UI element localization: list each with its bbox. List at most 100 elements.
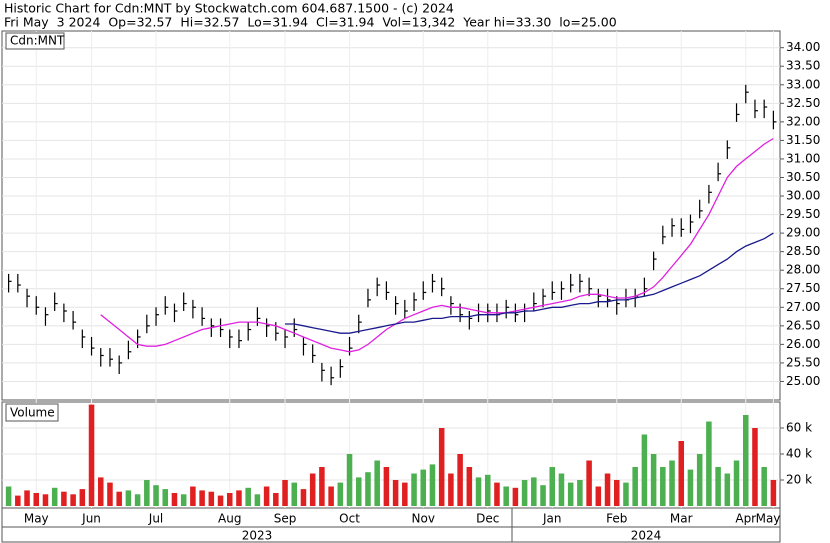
y-tick-label: 30.00 [786,189,820,203]
y-tick-label: 33.50 [786,59,820,73]
x-group-label: 2023 [242,529,273,543]
x-tick-label: Mar [670,512,693,526]
volume-bar [263,486,270,506]
x-tick-label: Feb [606,512,627,526]
volume-bar [70,494,76,506]
moving-average [285,232,774,334]
volume-bar [402,482,408,506]
volume-bar [226,493,233,506]
volume-bar [328,486,334,506]
volume-bar [33,493,40,506]
volume-bar [411,473,417,506]
volume-bar [88,404,95,506]
volume-bar [24,490,30,506]
volume-bar [79,489,86,506]
volume-bar [678,441,685,506]
symbol-box [5,32,65,50]
y-tick-label: 28.50 [786,244,820,258]
y-tick-label: 29.50 [786,207,820,221]
y-tick-label: 32.00 [786,114,820,128]
volume-bar [577,480,583,506]
volume-bar [632,467,638,506]
volume-bar [245,487,251,506]
volume-bar [254,494,261,506]
volume-bar [180,494,187,506]
volume-bar [171,493,178,506]
y-tick-label: 25.00 [786,374,820,388]
x-tick-label: Apr [735,512,756,526]
volume-bar [438,428,445,506]
volume-bar [540,485,546,506]
x-tick-label: May [24,512,49,526]
volume-bar [309,473,316,506]
volume-bar [521,480,528,506]
volume-bar [374,460,380,506]
volume-bar [613,480,620,506]
x-tick-label: Aug [218,512,241,526]
x-tick-label: Jan [542,512,562,526]
y-tick-label: 27.50 [786,281,820,295]
x-group-label: 2024 [631,529,662,543]
volume-bar [733,460,740,506]
volume-bar [706,421,712,506]
volume-bar [273,493,279,506]
y-tick-label: 33.00 [786,77,820,91]
volume-bar [448,473,454,506]
header-quote: Fri May 3 2024 Op=32.57 Hi=32.57 Lo=31.9… [4,15,617,30]
volume-bar [319,467,325,506]
volume-bar [217,495,224,506]
y-tick-label: 30.50 [786,170,820,184]
volume-bar [346,454,353,506]
volume-bar [15,495,21,506]
y-tick-label: 40 k [786,447,812,461]
x-tick-label: Sep [274,512,297,526]
volume-bar [641,434,648,506]
volume-bar [650,454,657,506]
volume-bar [669,460,675,506]
volume-bar [742,415,749,506]
volume-bar [116,491,122,506]
volume-bar [761,467,767,506]
volume-bar [623,482,629,506]
volume-bar [236,490,242,506]
volume-bar [724,473,731,506]
volume-bar [558,473,565,506]
volume-bar [466,467,473,506]
volume-bar [383,467,390,506]
volume-bar [752,428,758,506]
volume-bar [42,494,49,506]
y-tick-label: 20 k [786,473,812,487]
x-tick-label: Oct [339,512,360,526]
y-tick-label: 32.50 [786,96,820,110]
volume-bar [125,490,132,506]
y-tick-label: 25.50 [786,355,820,369]
y-tick-label: 60 k [786,421,812,435]
x-tick-label: Jun [81,512,101,526]
volume-bar [494,482,500,506]
volume-bar [457,454,463,506]
volume-bar [484,474,491,506]
volume-bar [5,486,12,506]
header-title: Historic Chart for Cdn:MNT by Stockwatch… [4,1,454,16]
volume-bar [687,469,694,506]
volume-bar [300,489,307,506]
volume-bar [586,460,592,506]
volume-bar [107,482,113,506]
volume-bar [429,464,436,506]
volume-bar [162,489,169,506]
volume-bar [770,480,777,506]
x-tick-label: Nov [412,512,435,526]
year-row [1,526,781,543]
volume-bar [660,467,666,506]
volume-bar [208,491,215,506]
y-tick-label: 29.00 [786,226,820,240]
y-tick-label: 31.00 [786,151,820,165]
volume-bar [337,482,344,506]
volume-bar [549,467,556,506]
y-tick-label: 31.50 [786,133,820,147]
volume-box [5,403,59,422]
symbol-label: Cdn:MNT [10,34,65,48]
volume-bar [715,467,721,506]
volume-bar [365,472,371,506]
